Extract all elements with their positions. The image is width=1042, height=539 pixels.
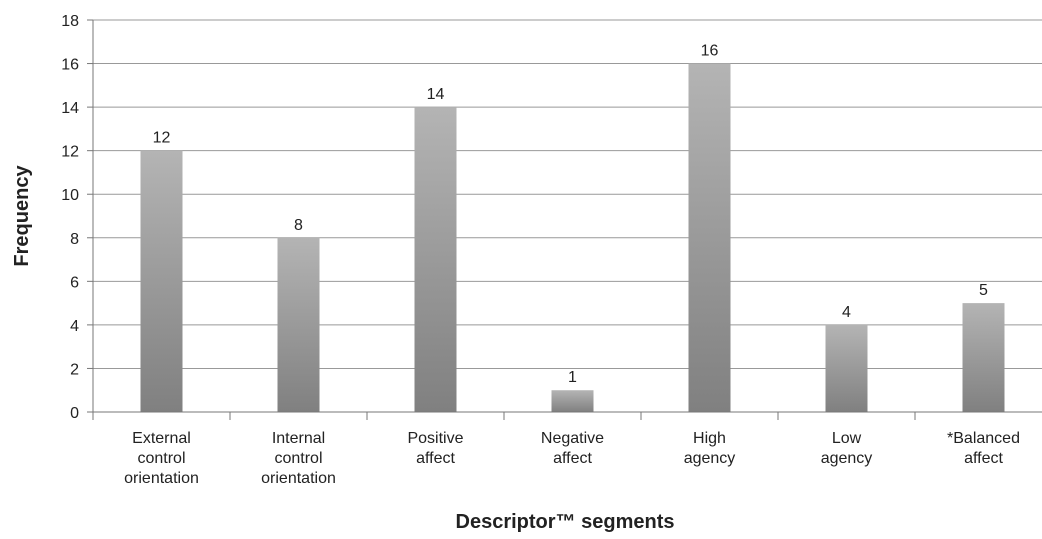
data-label: 12 (153, 130, 171, 147)
y-tick-label: 14 (61, 100, 79, 117)
bar (277, 237, 320, 412)
x-tick-label: *Balanced affect (947, 430, 1020, 467)
bar (140, 150, 183, 412)
x-tick-label: Negative affect (541, 430, 604, 467)
y-tick-label: 2 (70, 361, 79, 378)
x-tick-label: High agency (684, 430, 736, 467)
y-tick-label: 8 (70, 231, 79, 248)
data-label: 1 (568, 369, 577, 386)
bar (414, 107, 457, 412)
y-tick-label: 6 (70, 274, 79, 291)
y-tick-label: 18 (61, 13, 79, 30)
data-label: 14 (427, 86, 445, 103)
bar (551, 390, 594, 412)
data-label: 8 (294, 217, 303, 234)
data-label: 5 (979, 282, 988, 299)
y-axis-title: Frequency (11, 165, 33, 267)
y-tick-label: 0 (70, 405, 79, 422)
data-label: 16 (701, 43, 719, 60)
y-tick-label: 10 (61, 187, 79, 204)
x-tick-label: Internal control orientation (261, 430, 336, 487)
y-tick-label: 16 (61, 57, 79, 74)
x-axis-title: Descriptor™ segments (456, 511, 675, 533)
y-tick-label: 12 (61, 144, 79, 161)
bar (825, 324, 868, 412)
bar (962, 303, 1005, 412)
data-label: 4 (842, 304, 851, 321)
bar (688, 63, 731, 413)
y-tick-label: 4 (70, 318, 79, 335)
x-tick-label: Positive affect (407, 430, 463, 467)
x-tick-label: External control orientation (124, 430, 199, 487)
x-tick-label: Low agency (821, 430, 873, 467)
